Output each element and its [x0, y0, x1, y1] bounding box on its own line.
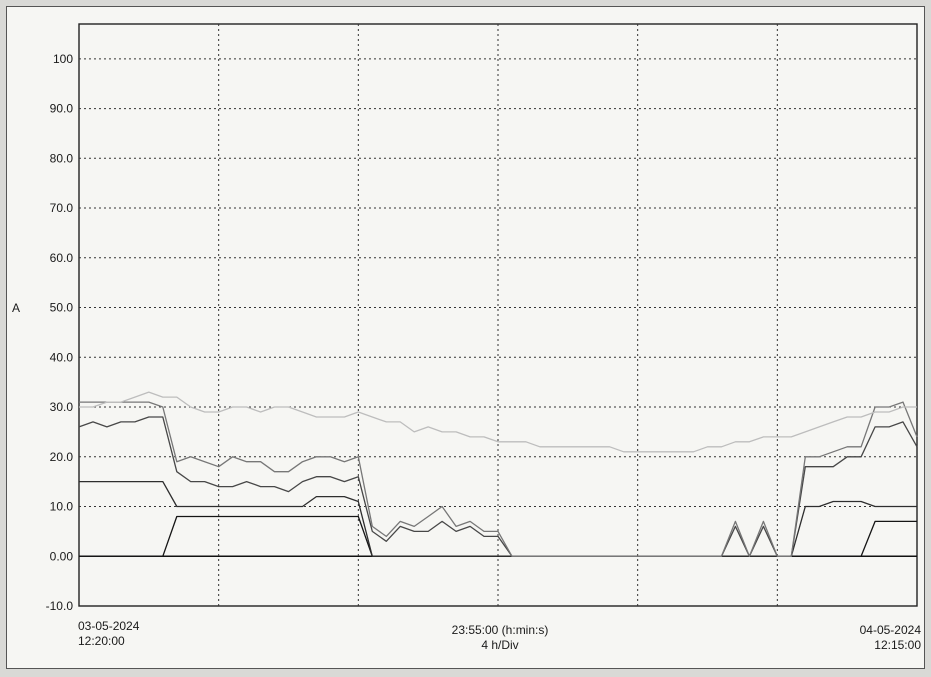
duration-scale: 23:55:00 (h:min:s) 4 h/Div: [400, 623, 600, 653]
end-time: 12:15:00: [874, 638, 921, 652]
y-tick-label: 0.00: [50, 549, 74, 563]
series-line-4: [79, 401, 918, 557]
y-tick-label: 20.0: [50, 450, 74, 464]
series-lines: [78, 391, 918, 557]
end-timestamp: 04-05-2024 12:15:00: [860, 623, 921, 653]
duration-label: 23:55:00 (h:min:s): [451, 623, 549, 637]
start-date: 03-05-2024: [78, 619, 140, 633]
end-date: 04-05-2024: [859, 623, 921, 637]
y-tick-label: 80.0: [50, 151, 74, 165]
y-tick-labels: 100 90.0 80.0 70.0 60.0 50.0 40.0 30.0 20.0 10.0 0…: [46, 52, 74, 613]
y-tick-label: 100: [53, 52, 73, 66]
y-tick-label: 60.0: [50, 251, 74, 265]
y-tick-label: -10.0: [46, 599, 74, 613]
grid: [78, 23, 918, 607]
y-axis-label: A: [12, 301, 20, 315]
series-line-5: [79, 391, 917, 453]
y-tick-label: 40.0: [50, 350, 74, 364]
y-tick-label: 50.0: [50, 301, 74, 315]
y-tick-label: 10.0: [50, 500, 74, 514]
time-scale-label: 4 h/Div: [481, 638, 519, 652]
y-tick-label: 30.0: [50, 400, 74, 414]
start-timestamp: 03-05-2024 12:20:00: [78, 619, 139, 649]
chart-frame: [6, 6, 925, 669]
y-tick-label: 90.0: [50, 102, 74, 116]
start-time: 12:20:00: [78, 634, 125, 648]
y-tick-label: 70.0: [50, 201, 74, 215]
